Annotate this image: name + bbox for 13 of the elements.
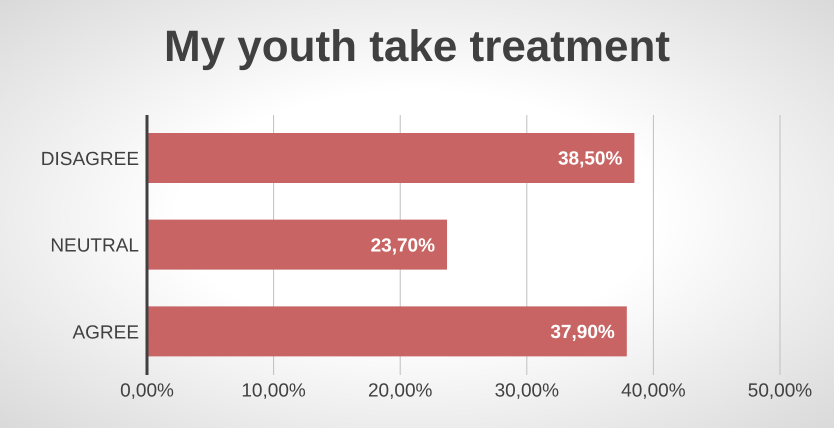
- data-label: 23,70%: [370, 235, 436, 256]
- x-tick-label: 30,00%: [494, 380, 560, 402]
- y-tick-label: NEUTRAL: [50, 236, 139, 257]
- data-label: 37,90%: [550, 322, 615, 344]
- x-tick-label: 0,00%: [120, 380, 174, 402]
- x-tick-label: 40,00%: [621, 380, 686, 402]
- x-tick-label: 50,00%: [748, 380, 812, 402]
- x-tick-label: 20,00%: [368, 380, 433, 402]
- y-tick-label: AGREE: [72, 322, 139, 344]
- x-tick-label: 10,00%: [241, 380, 306, 402]
- data-label: 38,50%: [558, 148, 623, 170]
- chart-title: My youth take treatment: [162, 22, 672, 72]
- y-tick-label: DISAGREE: [40, 149, 139, 170]
